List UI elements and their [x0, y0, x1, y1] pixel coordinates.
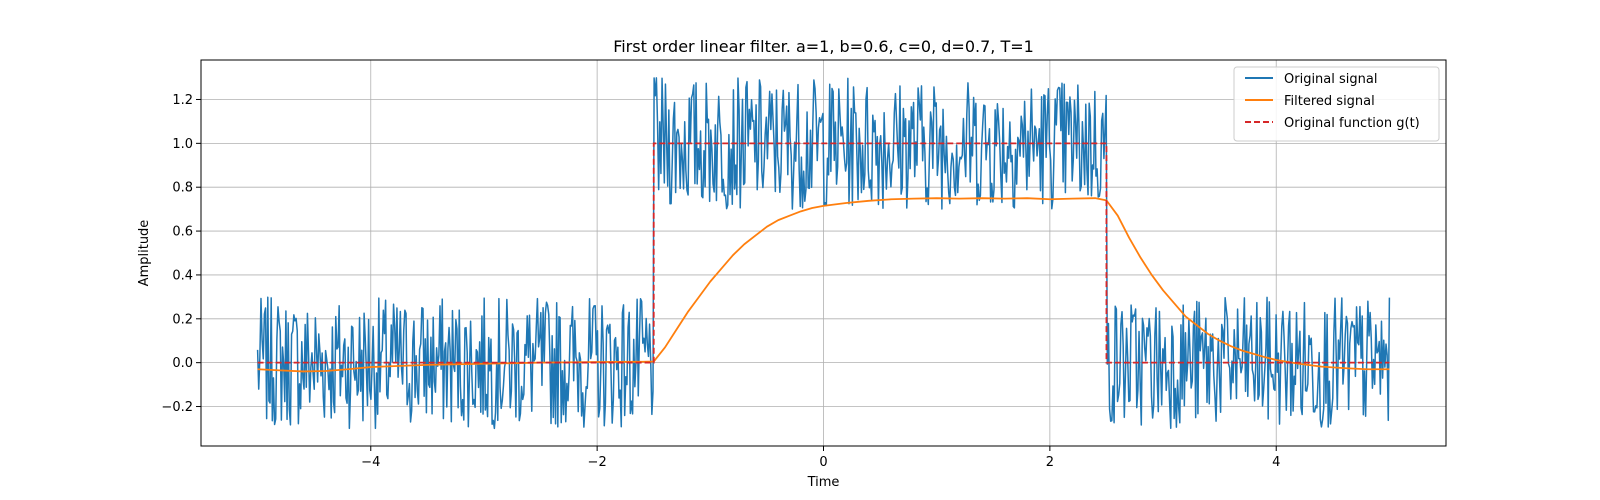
chart-title: First order linear filter. a=1, b=0.6, c… — [613, 37, 1034, 56]
x-axis-label: Time — [807, 475, 840, 490]
y-tick-label: 0.4 — [172, 268, 193, 283]
x-tick-label: −4 — [361, 455, 380, 470]
legend: Original signal Filtered signal Original… — [1233, 66, 1440, 142]
y-axis-label: Amplitude — [137, 220, 152, 287]
x-tick-label: 0 — [819, 455, 827, 470]
series-group — [256, 77, 1391, 430]
y-tick-label: 1.2 — [172, 93, 193, 108]
series-original-signal — [256, 77, 1391, 430]
y-tick-label: −0.2 — [161, 400, 193, 415]
x-tick-label: −2 — [588, 455, 607, 470]
y-tick-label: 1.0 — [172, 137, 193, 152]
ticks: −4 −2 0 2 4 −0.2 0.0 0.2 0.4 0.6 0.8 1.0 1.2 — [161, 93, 1280, 470]
y-tick-label: 0.6 — [172, 225, 193, 240]
x-tick-label: 2 — [1046, 455, 1054, 470]
y-tick-label: 0.2 — [172, 312, 193, 327]
legend-label-original-function: Original function g(t) — [1284, 116, 1420, 131]
legend-box — [1233, 66, 1440, 142]
legend-label-filtered: Filtered signal — [1284, 94, 1375, 109]
series-filtered-signal — [257, 197, 1390, 373]
legend-label-original: Original signal — [1284, 72, 1377, 87]
y-tick-label: 0.8 — [172, 181, 193, 196]
series-original-function — [257, 142, 1390, 364]
y-tick-label: 0.0 — [172, 356, 193, 371]
x-tick-label: 4 — [1272, 455, 1280, 470]
